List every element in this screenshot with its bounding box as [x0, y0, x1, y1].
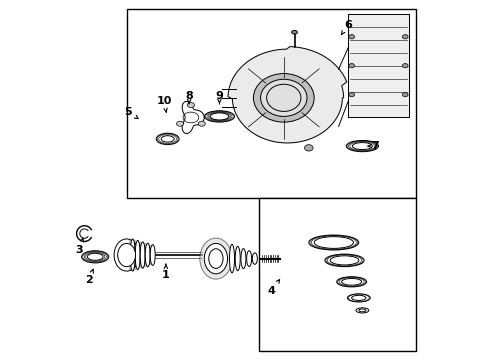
Ellipse shape: [348, 93, 354, 97]
Ellipse shape: [204, 111, 234, 122]
Ellipse shape: [187, 103, 194, 108]
Ellipse shape: [291, 31, 297, 34]
Text: 1: 1: [162, 264, 169, 280]
Ellipse shape: [346, 140, 378, 152]
Text: 6: 6: [341, 19, 351, 35]
Ellipse shape: [145, 243, 150, 267]
Ellipse shape: [304, 145, 312, 151]
Ellipse shape: [246, 251, 251, 266]
Text: 3: 3: [75, 238, 83, 255]
Ellipse shape: [402, 35, 407, 39]
Text: 5: 5: [124, 107, 138, 118]
Ellipse shape: [140, 242, 145, 268]
Bar: [126, 9, 415, 198]
Text: 9: 9: [215, 91, 223, 104]
Ellipse shape: [87, 253, 103, 260]
Ellipse shape: [351, 295, 365, 301]
Text: 10: 10: [156, 96, 171, 112]
Ellipse shape: [260, 79, 306, 116]
Bar: [258, 198, 415, 351]
Ellipse shape: [352, 143, 372, 149]
Ellipse shape: [336, 277, 366, 287]
Ellipse shape: [208, 249, 223, 269]
Ellipse shape: [235, 247, 240, 271]
Polygon shape: [347, 14, 408, 117]
Ellipse shape: [253, 73, 313, 122]
Polygon shape: [227, 46, 346, 143]
Ellipse shape: [198, 121, 205, 126]
Text: 8: 8: [185, 91, 193, 104]
Ellipse shape: [358, 309, 365, 312]
Ellipse shape: [252, 253, 257, 264]
Ellipse shape: [114, 239, 139, 271]
Ellipse shape: [156, 133, 179, 145]
Ellipse shape: [161, 136, 174, 142]
Ellipse shape: [200, 238, 231, 279]
Text: 2: 2: [85, 269, 93, 285]
Ellipse shape: [346, 294, 369, 302]
Ellipse shape: [135, 240, 140, 270]
Text: 7: 7: [367, 141, 378, 151]
Ellipse shape: [329, 256, 358, 265]
Ellipse shape: [313, 237, 353, 248]
Ellipse shape: [118, 243, 135, 267]
Ellipse shape: [402, 93, 407, 97]
Ellipse shape: [324, 254, 364, 267]
Ellipse shape: [204, 243, 227, 274]
Ellipse shape: [341, 278, 361, 285]
Ellipse shape: [308, 235, 358, 250]
Ellipse shape: [176, 121, 183, 126]
Ellipse shape: [130, 239, 135, 271]
Text: 4: 4: [267, 280, 279, 296]
Ellipse shape: [348, 64, 354, 68]
Ellipse shape: [402, 64, 407, 68]
Ellipse shape: [150, 245, 155, 265]
Ellipse shape: [210, 113, 228, 120]
Ellipse shape: [241, 249, 245, 269]
Ellipse shape: [355, 308, 368, 313]
Ellipse shape: [81, 251, 108, 263]
Ellipse shape: [348, 35, 354, 39]
Ellipse shape: [229, 244, 234, 273]
